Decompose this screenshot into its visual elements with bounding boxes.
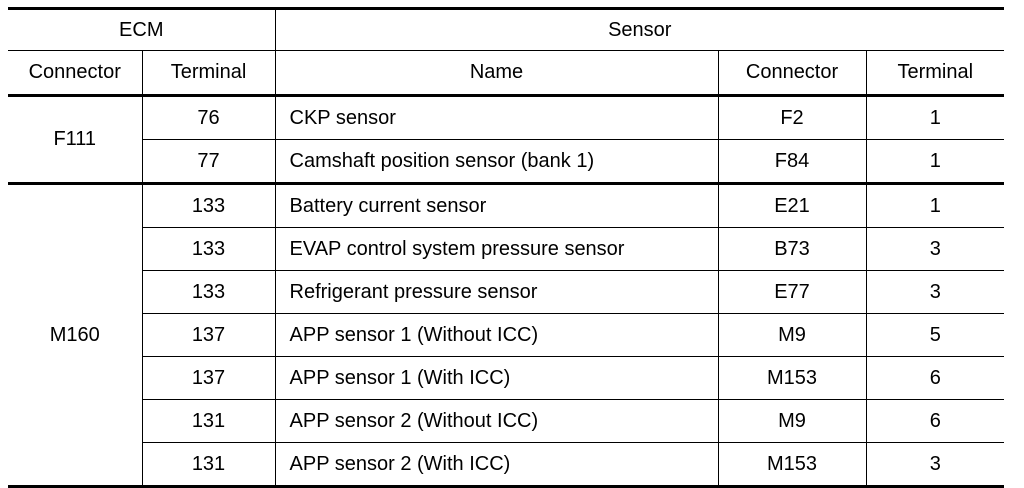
sensor-terminal: 1 — [865, 182, 1005, 228]
sensor-connector: E77 — [717, 270, 867, 314]
sensor-connector: F2 — [717, 95, 867, 140]
sensor-connector: M9 — [717, 313, 867, 357]
table-row: 131 APP sensor 2 (With ICC) M153 3 — [8, 442, 1005, 488]
sensor-terminal: 3 — [865, 227, 1005, 271]
header-ecm: ECM — [8, 7, 276, 51]
header-row-groups: ECM Sensor — [8, 7, 1005, 51]
ecm-terminal: 131 — [142, 399, 276, 443]
sensor-name: APP sensor 2 (Without ICC) — [274, 399, 719, 443]
sensor-connector: B73 — [717, 227, 867, 271]
sensor-connector: E21 — [717, 182, 867, 228]
ecm-terminal: 133 — [142, 270, 276, 314]
ecm-connector-m160: M160 — [8, 182, 143, 488]
ecm-terminal: 137 — [142, 313, 276, 357]
ecm-connector-f111: F111 — [8, 95, 143, 184]
sensor-terminal: 5 — [865, 313, 1005, 357]
header-ecm-terminal: Terminal — [141, 50, 276, 97]
table-row: M160 133 Battery current sensor E21 1 — [8, 182, 1005, 488]
sensor-connector: M153 — [717, 356, 867, 400]
table-row: 77 Camshaft position sensor (bank 1) F84… — [8, 139, 1005, 184]
ecm-terminal: 131 — [142, 442, 276, 488]
ecm-terminal: 137 — [142, 356, 276, 400]
header-sensor-connector: Connector — [717, 50, 867, 97]
ecm-terminal: 133 — [141, 182, 276, 228]
sensor-terminal: 6 — [865, 356, 1005, 400]
sensor-name: Battery current sensor — [274, 182, 719, 228]
sensor-name: APP sensor 1 (Without ICC) — [274, 313, 719, 357]
sensor-connector: F84 — [717, 139, 867, 184]
header-sensor-name: Name — [274, 50, 719, 97]
header-sensor-terminal: Terminal — [865, 50, 1005, 97]
ecm-terminal: 76 — [141, 95, 276, 140]
sensor-connector: M153 — [717, 442, 867, 488]
connector-terminal-table: ECM Sensor Connector Terminal Name Conne… — [8, 7, 1005, 488]
header-row-columns: Connector Terminal Name Connector Termin… — [8, 50, 1005, 97]
table-row: 133 EVAP control system pressure sensor … — [8, 227, 1005, 271]
table-body: F111 76 CKP sensor F2 1 77 Camshaft posi… — [8, 95, 1005, 488]
sensor-terminal: 3 — [865, 270, 1005, 314]
sensor-terminal: 1 — [865, 139, 1005, 184]
table-row: F111 76 CKP sensor F2 1 — [8, 95, 1005, 184]
sensor-name: CKP sensor — [274, 95, 719, 140]
ecm-terminal: 77 — [142, 139, 276, 184]
table-row: 133 Refrigerant pressure sensor E77 3 — [8, 270, 1005, 314]
sensor-terminal: 6 — [865, 399, 1005, 443]
sensor-name: Refrigerant pressure sensor — [274, 270, 719, 314]
sensor-connector: M9 — [717, 399, 867, 443]
table-header: ECM Sensor Connector Terminal Name Conne… — [8, 7, 1005, 97]
header-sensor: Sensor — [274, 7, 1005, 51]
sensor-name: APP sensor 1 (With ICC) — [274, 356, 719, 400]
sensor-name: EVAP control system pressure sensor — [274, 227, 719, 271]
ecm-terminal: 133 — [142, 227, 276, 271]
table-row: 131 APP sensor 2 (Without ICC) M9 6 — [8, 399, 1005, 443]
table-row: 137 APP sensor 1 (With ICC) M153 6 — [8, 356, 1005, 400]
sensor-terminal: 3 — [865, 442, 1005, 488]
sensor-name: APP sensor 2 (With ICC) — [274, 442, 719, 488]
table-row: 137 APP sensor 1 (Without ICC) M9 5 — [8, 313, 1005, 357]
header-ecm-connector: Connector — [8, 50, 143, 97]
sensor-terminal: 1 — [865, 95, 1005, 140]
sensor-name: Camshaft position sensor (bank 1) — [274, 139, 719, 184]
